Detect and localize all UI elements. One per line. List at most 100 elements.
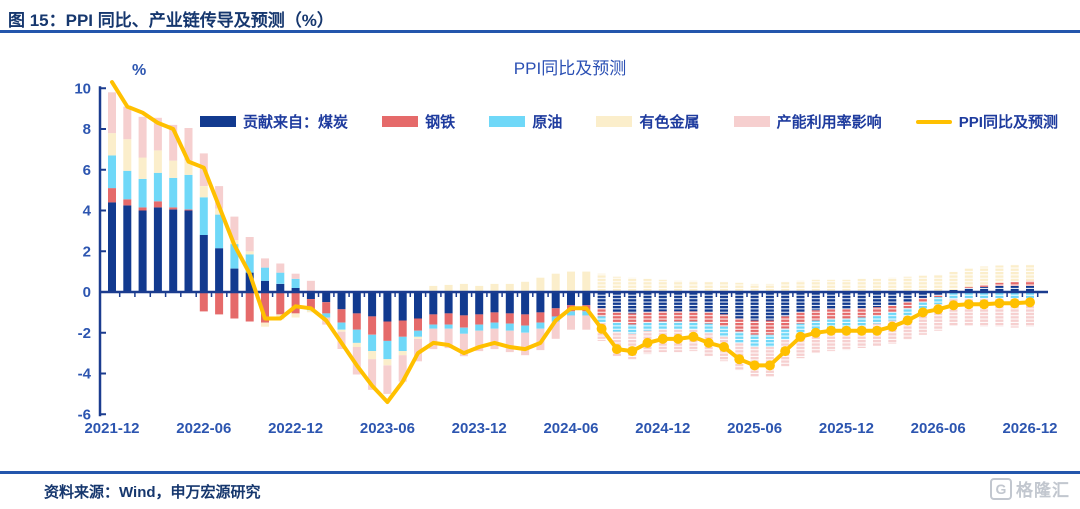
bar-segment [306,310,315,313]
bar-segment [781,292,790,317]
bar-segment [444,324,453,329]
bar-segment [689,321,698,330]
bar-segment [505,323,514,331]
bar-segment [169,207,178,210]
bar-segment [918,298,927,303]
bar-segment [735,292,744,319]
bar-segment [597,292,606,309]
bar-segment [230,216,239,240]
bar-segment [750,334,759,347]
bar-segment [368,351,377,360]
bar-segment [261,280,269,292]
bar-segment [918,275,927,292]
x-tick-label: 2024-12 [635,420,690,437]
bar-segment [153,172,162,202]
bar-segment [352,347,361,375]
bar-segment [352,292,361,314]
legend-swatch-icon [489,116,526,127]
bar-segment [827,279,836,292]
bar-segment [383,340,392,360]
bar-segment [536,322,545,329]
bar-segment [964,287,973,292]
bar-segment [582,292,591,306]
bar-segment [582,315,591,330]
bar-segment [612,331,621,357]
bar-segment [169,209,178,292]
bar-segment [796,292,805,313]
bar-segment [261,322,269,327]
bar-segment [383,365,392,394]
bar-segment [475,292,484,315]
bar-segment [459,333,468,357]
line-marker [948,300,959,311]
bar-segment [322,302,331,314]
bar-segment [842,292,851,310]
bar-segment [383,292,392,322]
bar-segment [490,322,499,329]
line-marker [657,333,668,344]
bar-segment [429,324,438,329]
bar-segment [184,209,193,211]
legend-item: 产能利用率影响 [733,111,882,132]
bar-segment [674,280,683,292]
bar-segment [184,160,193,175]
line-marker [917,307,928,318]
bar-segment [551,321,560,339]
bar-segment [291,273,300,279]
bar-segment [857,325,866,348]
bar-segment [398,320,407,337]
footer-divider [0,471,1080,474]
y-axis-unit-label: % [132,62,147,79]
bar-segment [842,318,851,328]
bar-segment [551,273,560,292]
bar-segment [995,282,1004,286]
x-tick-label: 2026-12 [1002,420,1057,437]
bar-segment [903,292,912,303]
bar-segment [720,314,728,327]
line-marker [841,325,852,336]
bar-segment [153,207,162,292]
line-marker [1009,298,1020,309]
bar-segment [811,279,820,292]
bar-segment [475,285,484,292]
bar-segment [873,307,881,316]
x-tick-label: 2022-12 [268,420,323,437]
line-marker [994,298,1005,309]
bar-segment [1026,280,1034,286]
bar-segment [873,278,881,292]
bar-segment [888,320,897,344]
bar-segment [383,321,392,341]
bar-segment [934,274,943,292]
y-tick-label: 4 [83,203,92,220]
bar-segment [352,329,361,343]
bar-segment [414,338,422,362]
bar-segment [414,330,422,337]
bar-segment [459,315,468,328]
bar-segment [628,292,637,314]
bar-segment [689,280,698,292]
legend-swatch-icon [915,119,952,124]
bar-segment [199,292,208,312]
bar-segment [505,292,514,314]
bar-segment [414,336,422,339]
legend-swatch-icon [733,116,770,127]
bar-segment [628,324,637,334]
bar-segment [261,292,269,323]
legend-item: 钢铁 [382,111,455,132]
bar-segment [934,292,943,296]
legend-label: 原油 [532,114,563,131]
bar-segment [108,188,116,203]
line-marker [627,346,638,357]
line-marker [856,325,867,336]
legend-item: 贡献来自：煤炭 [200,111,348,132]
bar-segment [658,279,667,292]
line-marker [611,344,622,355]
bar-segment [1026,264,1034,281]
bar-segment [230,292,239,319]
bar-segment [704,312,713,324]
source-note: 资料来源：Wind，申万宏源研究 [44,484,261,501]
bar-segment [169,160,178,178]
bar-segment [490,312,499,323]
bar-segment [123,106,132,140]
bar-segment [796,280,805,292]
